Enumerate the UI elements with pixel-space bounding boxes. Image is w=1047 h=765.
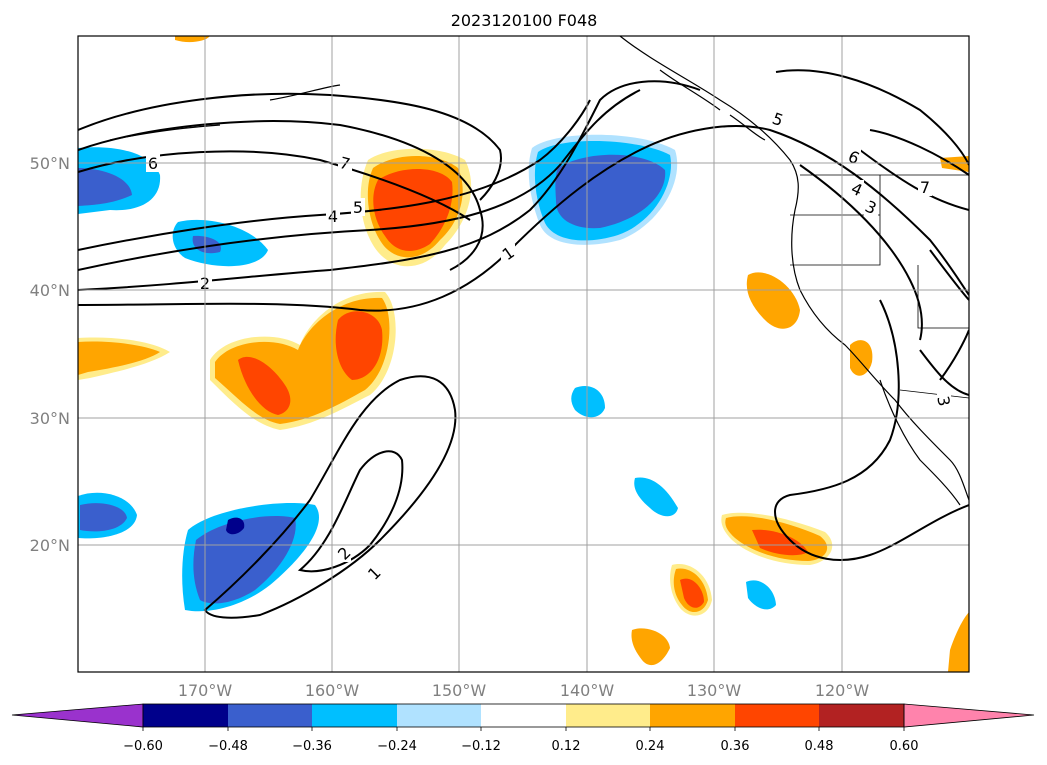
shade-negative-region <box>746 580 776 610</box>
shade-strong-positive-region <box>335 311 383 380</box>
colorbar-overflow-arrow <box>903 703 1035 728</box>
contour-label: 7 <box>920 178 930 197</box>
contour-lines <box>78 69 969 619</box>
shade-positive-region <box>940 156 969 172</box>
colorbar-tick-label: −0.60 <box>123 739 163 754</box>
contour-labels: 6 7 5 4 2 1 5 6 4 3 7 2 1 3 <box>146 109 954 584</box>
colorbar-segment <box>650 704 735 727</box>
shade-positive-region <box>78 341 160 375</box>
anomaly-shading <box>78 36 969 672</box>
shade-positive-region <box>948 612 969 672</box>
shade-strong-positive-region <box>752 529 808 556</box>
colorbar-segment <box>397 704 481 727</box>
shade-strong-negative-region <box>192 235 221 254</box>
latitude-labels: 50°N 40°N 30°N 20°N <box>30 154 70 555</box>
contour-line <box>78 120 484 271</box>
shade-strong-negative-region <box>193 516 296 604</box>
shade-strong-negative-region <box>78 168 132 206</box>
map-content: 6 7 5 4 2 1 5 6 4 3 7 2 1 3 <box>78 36 969 672</box>
colorbar-tick-label: −0.36 <box>292 739 332 754</box>
contour-line <box>799 164 969 341</box>
contour-line <box>774 299 969 561</box>
lat-label: 40°N <box>30 281 70 300</box>
contour-line <box>78 150 471 221</box>
shade-negative-region <box>172 219 268 267</box>
contour-label: 5 <box>353 198 363 217</box>
contour-line <box>775 69 969 166</box>
contour-line <box>869 129 969 176</box>
gridlines <box>78 36 969 672</box>
colorbar-ticks <box>142 727 905 731</box>
north-america-coastline <box>619 36 969 501</box>
colorbar-segment <box>143 704 228 727</box>
lat-label: 50°N <box>30 154 70 173</box>
colorbar-outline <box>142 703 905 728</box>
colorbar-segment <box>312 704 397 727</box>
figure-title: 2023120100 F048 <box>451 11 598 30</box>
colorbar: −0.60 −0.48 −0.36 −0.24 −0.12 0.12 0.24 … <box>11 703 1035 754</box>
baja-peninsula-coastline <box>879 379 961 506</box>
shade-strong-positive-region <box>238 356 291 415</box>
colorbar-underflow-arrow <box>11 703 144 728</box>
shade-strong-positive-region <box>680 578 704 608</box>
contour-line <box>297 450 404 573</box>
colorbar-tick-label: 0.36 <box>721 739 750 754</box>
lon-label: 130°W <box>687 681 742 700</box>
lon-label: 170°W <box>178 681 233 700</box>
shade-negative-region <box>634 477 678 517</box>
colorbar-tick-label: −0.12 <box>461 739 501 754</box>
colorbar-segment <box>735 704 819 727</box>
map-frame <box>77 35 970 673</box>
colorbar-tick-label: 0.48 <box>805 739 834 754</box>
colorbar-segment <box>481 704 566 727</box>
lon-label: 160°W <box>305 681 360 700</box>
contour-line <box>919 329 969 396</box>
lon-label: 150°W <box>432 681 487 700</box>
contour-line <box>78 92 502 201</box>
colorbar-segment <box>566 704 650 727</box>
state-border <box>790 175 881 266</box>
colorbar-segment <box>228 704 312 727</box>
contour-label: 4 <box>328 207 338 226</box>
colorbar-tick-label: 0.24 <box>636 739 665 754</box>
shade-positive-region <box>631 628 670 666</box>
shade-extreme-negative-region <box>226 517 245 535</box>
shade-positive-region <box>746 272 800 329</box>
contour-line <box>78 125 969 312</box>
lon-label: 140°W <box>560 681 615 700</box>
longitude-labels: 170°W 160°W 150°W 140°W 130°W 120°W <box>178 681 870 700</box>
shade-strong-negative-region <box>555 154 666 229</box>
contour-line <box>78 80 701 291</box>
shade-positive-region <box>175 36 210 43</box>
shade-strong-positive-region <box>373 168 453 251</box>
contour-line <box>203 375 457 619</box>
contour-label: 3 <box>933 394 953 407</box>
shade-positive-region <box>850 340 873 376</box>
colorbar-tick-label: −0.48 <box>208 739 248 754</box>
colorbar-tick-label: 0.60 <box>890 739 919 754</box>
shade-negative-region <box>571 386 605 418</box>
shade-strong-negative-region <box>80 503 127 532</box>
lat-label: 30°N <box>30 409 70 428</box>
colorbar-tick-label: −0.24 <box>377 739 417 754</box>
state-border <box>917 265 969 329</box>
lon-label: 120°W <box>815 681 870 700</box>
colorbar-segment <box>819 704 904 727</box>
contour-line <box>78 99 591 251</box>
us-mexico-border <box>899 389 969 399</box>
colorbar-tick-label: 0.12 <box>552 739 581 754</box>
contour-line <box>859 149 969 211</box>
lat-label: 20°N <box>30 536 70 555</box>
